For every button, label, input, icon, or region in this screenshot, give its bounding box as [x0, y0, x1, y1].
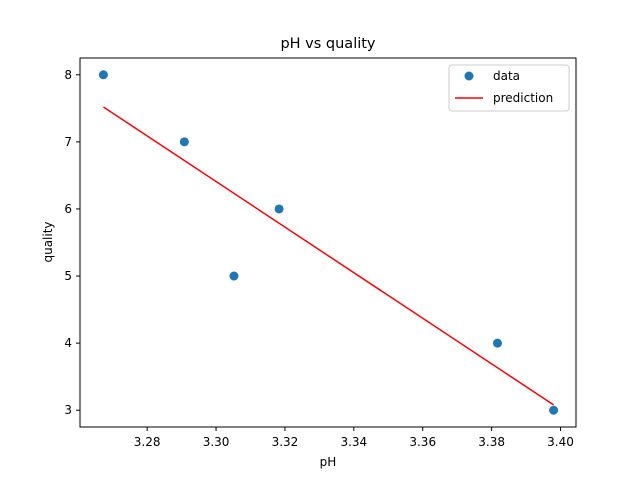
plot-area: 3.28 3.30 3.32 3.34 3.36 3.38 3.40 3 4 5 6 7 8: [64, 57, 577, 449]
data-point: [549, 405, 559, 415]
y-tick-label: 4: [64, 336, 72, 350]
data-point: [274, 204, 284, 214]
legend-label-data: data: [493, 69, 520, 83]
data-point: [98, 70, 108, 80]
data-point: [229, 271, 239, 281]
x-tick-label: 3.32: [272, 435, 299, 449]
legend-marker-data: [464, 71, 474, 81]
y-tick-label: 5: [64, 269, 72, 283]
y-tick-label: 7: [64, 135, 72, 149]
y-tick-label: 8: [64, 68, 72, 82]
chart-title: pH vs quality: [280, 36, 375, 52]
data-point: [179, 137, 189, 147]
legend-label-prediction: prediction: [493, 91, 553, 105]
axes-frame: [79, 57, 577, 428]
data-point: [492, 338, 502, 348]
legend-box: [448, 64, 570, 112]
x-axis-label: pH: [320, 455, 337, 469]
legend: data prediction: [448, 64, 570, 112]
x-tick-label: 3.38: [478, 435, 505, 449]
prediction-line: [103, 106, 555, 406]
x-tick-label: 3.40: [547, 435, 574, 449]
x-tick-label: 3.36: [409, 435, 436, 449]
y-axis-label: quality: [41, 221, 55, 262]
x-tick-label: 3.28: [134, 435, 161, 449]
x-tick-label: 3.30: [203, 435, 230, 449]
y-tick-label: 6: [64, 202, 72, 216]
y-tick-label: 3: [64, 403, 72, 417]
x-tick-label: 3.34: [340, 435, 367, 449]
